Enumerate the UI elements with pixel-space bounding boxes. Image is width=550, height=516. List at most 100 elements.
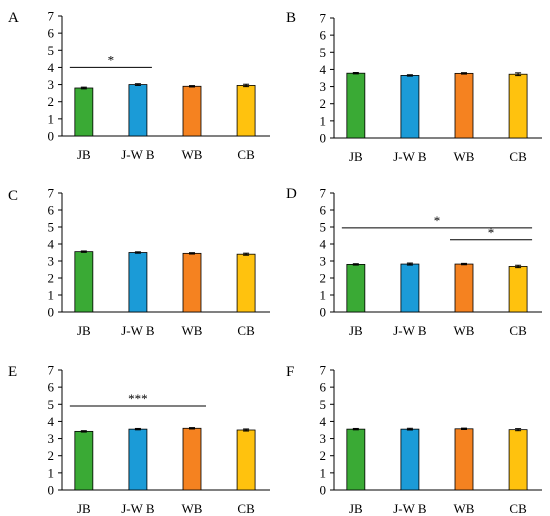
y-tick-label: 7	[48, 186, 55, 201]
y-tick-label: 6	[320, 203, 327, 218]
y-tick-label: 5	[48, 220, 55, 235]
y-tick-label: 2	[320, 96, 327, 111]
y-tick-label: 0	[320, 305, 327, 320]
x-tick-label: JB	[77, 147, 91, 162]
bar-jb	[346, 263, 366, 313]
panel-label: C	[8, 188, 18, 204]
bar-cb	[236, 253, 256, 313]
bar-j-wb	[400, 75, 420, 139]
panel-label: A	[8, 10, 19, 26]
y-tick-label: 2	[320, 448, 327, 463]
bar-jb	[346, 428, 366, 491]
y-tick-label: 5	[320, 397, 327, 412]
y-tick-label: 4	[320, 414, 327, 429]
y-tick-label: 2	[48, 448, 55, 463]
y-tick-label: 5	[48, 397, 55, 412]
y-tick-label: 0	[48, 483, 55, 498]
bar-cb	[508, 266, 528, 313]
bar-jb	[74, 430, 94, 491]
y-tick-label: 6	[48, 203, 55, 218]
y-tick-label: 7	[48, 363, 55, 378]
x-tick-label: WB	[182, 147, 203, 162]
chart-panel-F: F 0 1 2 3 4 5 6 7 JB J-W B WB CB	[286, 363, 542, 516]
x-tick-label: J-W B	[393, 149, 427, 164]
y-tick-label: 3	[320, 254, 327, 269]
bar-j-wb	[400, 428, 420, 491]
significance-label: ***	[128, 391, 148, 406]
chart-panel-C: C 0 1 2 3 4 5 6 7 JB J-W B WB CB	[8, 186, 270, 338]
y-tick-label: 1	[48, 465, 55, 480]
y-tick-label: 3	[48, 254, 55, 269]
chart-panel-D: D 0 1 2 3 4 5 6 7 JB J-W B WB CB * *	[286, 186, 542, 338]
chart-panel-A: A 0 1 2 3 4 5 6 7 JB J-W B WB CB *	[8, 9, 270, 162]
panel-label: B	[286, 10, 296, 26]
y-tick-label: 5	[320, 45, 327, 60]
y-tick-label: 6	[48, 380, 55, 395]
y-tick-label: 1	[320, 288, 327, 303]
bar-j-wb	[128, 84, 148, 137]
y-tick-label: 1	[48, 288, 55, 303]
y-tick-label: 7	[320, 363, 327, 378]
x-tick-label: JB	[77, 501, 91, 516]
y-tick-label: 0	[48, 305, 55, 320]
x-tick-label: JB	[349, 323, 363, 338]
x-tick-label: J-W B	[393, 323, 427, 338]
bar-wb	[182, 427, 202, 491]
bar-wb	[454, 263, 474, 313]
panel-label: F	[286, 364, 294, 380]
y-tick-label: 1	[320, 113, 327, 128]
bar-j-wb	[128, 428, 148, 491]
y-tick-label: 4	[320, 62, 327, 77]
y-tick-label: 7	[48, 9, 55, 24]
panel-label: E	[8, 364, 17, 380]
x-tick-label: J-W B	[393, 501, 427, 516]
y-tick-label: 6	[320, 28, 327, 43]
y-tick-label: 1	[48, 111, 55, 126]
y-tick-label: 4	[48, 414, 55, 429]
bar-cb	[236, 429, 256, 491]
bar-jb	[74, 251, 94, 313]
y-tick-label: 4	[48, 60, 55, 75]
x-tick-label: J-W B	[121, 501, 155, 516]
y-tick-label: 4	[320, 237, 327, 252]
y-tick-label: 5	[48, 43, 55, 58]
x-tick-label: J-W B	[121, 147, 155, 162]
bar-jb	[346, 72, 366, 139]
y-tick-label: 3	[320, 431, 327, 446]
x-tick-label: WB	[182, 323, 203, 338]
y-tick-label: 1	[320, 465, 327, 480]
bar-wb	[454, 428, 474, 491]
bar-wb	[182, 85, 202, 137]
x-tick-label: WB	[454, 323, 475, 338]
x-tick-label: CB	[509, 501, 527, 516]
bar-cb	[508, 429, 528, 491]
y-tick-label: 3	[48, 77, 55, 92]
y-tick-label: 0	[48, 129, 55, 144]
x-tick-label: CB	[237, 501, 255, 516]
x-tick-label: WB	[182, 501, 203, 516]
y-tick-label: 2	[48, 94, 55, 109]
x-tick-label: WB	[454, 149, 475, 164]
y-tick-label: 7	[320, 11, 327, 26]
x-tick-label: WB	[454, 501, 475, 516]
x-tick-label: JB	[77, 323, 91, 338]
bar-wb	[182, 252, 202, 313]
y-tick-label: 3	[320, 79, 327, 94]
x-tick-label: CB	[237, 147, 255, 162]
x-tick-label: CB	[237, 323, 255, 338]
y-tick-label: 6	[320, 380, 327, 395]
panel-label: D	[286, 186, 297, 202]
x-tick-label: JB	[349, 501, 363, 516]
x-tick-label: J-W B	[121, 323, 155, 338]
bar-jb	[74, 87, 94, 137]
x-tick-label: CB	[509, 149, 527, 164]
bar-j-wb	[400, 263, 420, 313]
y-tick-label: 4	[48, 237, 55, 252]
chart-panel-E: E 0 1 2 3 4 5 6 7 JB J-W B WB CB ***	[8, 363, 270, 516]
bar-cb	[236, 85, 256, 137]
x-tick-label: CB	[509, 323, 527, 338]
y-tick-label: 0	[320, 483, 327, 498]
y-tick-label: 3	[48, 431, 55, 446]
significance-label: *	[434, 213, 441, 228]
